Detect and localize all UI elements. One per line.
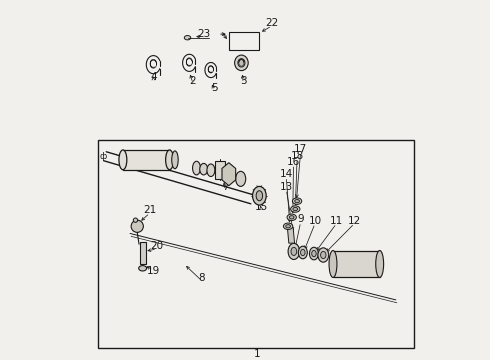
Text: 4: 4 <box>150 72 157 82</box>
Ellipse shape <box>310 247 318 260</box>
Ellipse shape <box>295 199 299 203</box>
Ellipse shape <box>236 171 245 186</box>
Ellipse shape <box>293 198 302 204</box>
Text: 10: 10 <box>309 216 321 226</box>
Text: 22: 22 <box>265 18 278 28</box>
Ellipse shape <box>235 55 248 71</box>
Bar <box>215 161 225 179</box>
Text: 15: 15 <box>254 202 268 212</box>
Text: 16: 16 <box>287 157 300 167</box>
Ellipse shape <box>172 151 178 169</box>
Text: 6: 6 <box>219 162 225 172</box>
Text: ф: ф <box>99 152 107 161</box>
Ellipse shape <box>293 207 297 211</box>
Text: 8: 8 <box>198 273 205 283</box>
Ellipse shape <box>238 59 245 67</box>
Ellipse shape <box>300 249 305 256</box>
Text: 12: 12 <box>348 216 361 226</box>
Ellipse shape <box>286 225 291 228</box>
Polygon shape <box>287 228 294 243</box>
Bar <box>333 251 380 278</box>
Ellipse shape <box>200 163 208 175</box>
Bar <box>123 150 170 170</box>
Ellipse shape <box>256 191 263 201</box>
Circle shape <box>133 218 138 222</box>
Ellipse shape <box>119 150 127 170</box>
Ellipse shape <box>139 266 147 271</box>
Text: 14: 14 <box>280 169 293 179</box>
Text: 5: 5 <box>211 83 218 93</box>
Text: 21: 21 <box>143 205 156 215</box>
Ellipse shape <box>291 247 297 256</box>
Ellipse shape <box>291 206 300 212</box>
Ellipse shape <box>288 243 299 260</box>
Text: 20: 20 <box>150 241 164 251</box>
Ellipse shape <box>320 251 326 258</box>
Text: 13: 13 <box>280 182 293 192</box>
Text: 2: 2 <box>190 76 196 86</box>
Ellipse shape <box>298 246 307 259</box>
Circle shape <box>131 220 144 232</box>
Text: 3: 3 <box>240 76 246 86</box>
Bar <box>98 140 414 348</box>
Ellipse shape <box>312 251 316 257</box>
Text: 23: 23 <box>197 29 210 39</box>
Text: 18: 18 <box>291 151 304 161</box>
Text: 11: 11 <box>330 216 343 226</box>
Ellipse shape <box>166 150 173 170</box>
Ellipse shape <box>207 164 215 176</box>
Text: 19: 19 <box>147 266 160 276</box>
Ellipse shape <box>290 216 294 219</box>
Text: 17: 17 <box>294 144 307 154</box>
Ellipse shape <box>287 214 296 221</box>
Ellipse shape <box>376 251 384 278</box>
Text: 9: 9 <box>297 214 304 224</box>
Bar <box>229 32 259 50</box>
Ellipse shape <box>329 251 337 278</box>
Ellipse shape <box>184 36 191 40</box>
Ellipse shape <box>283 223 293 230</box>
Polygon shape <box>222 163 236 186</box>
Ellipse shape <box>252 186 266 205</box>
Ellipse shape <box>193 161 200 175</box>
Ellipse shape <box>318 248 329 262</box>
Text: 7: 7 <box>222 183 228 193</box>
Text: 1: 1 <box>254 349 261 359</box>
Bar <box>140 242 146 264</box>
